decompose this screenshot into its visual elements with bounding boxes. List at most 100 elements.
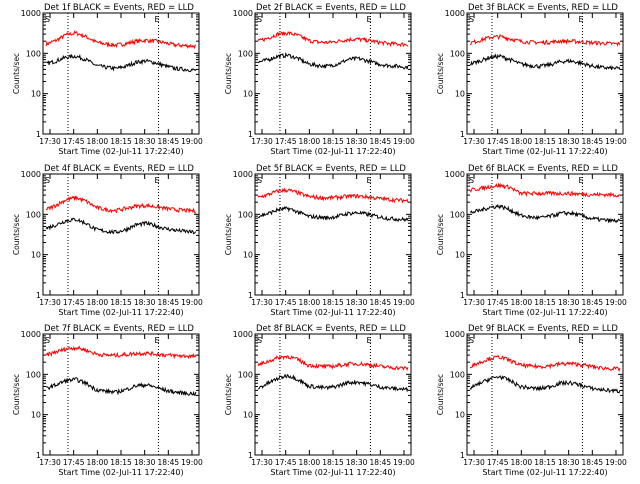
x-axis-label: Start Time (02-Jul-11 17:22:40): [58, 468, 183, 477]
x-tick-label: 18:00: [511, 137, 533, 146]
x-tick-label: 17:30: [251, 137, 273, 146]
y-tick-label: 10: [31, 411, 41, 420]
end-marker-label: E: [578, 15, 583, 24]
start-marker-label: S: [45, 176, 50, 185]
y-axis-label: Counts/sec: [436, 374, 445, 415]
x-tick-label: 17:45: [487, 298, 509, 307]
series-line-events: [257, 206, 409, 223]
y-tick-label: 1000: [445, 9, 465, 18]
chart-title: Det 5f BLACK = Events, RED = LLD: [256, 164, 406, 174]
end-marker-label: E: [366, 336, 371, 345]
series-line-lld: [45, 345, 197, 360]
x-tick-label: 17:30: [251, 458, 273, 467]
x-tick-label: 18:00: [299, 458, 321, 467]
y-tick-label: 1: [248, 291, 253, 300]
y-tick-label: 1000: [445, 330, 465, 339]
x-tick-label: 17:45: [63, 458, 85, 467]
end-marker-label: E: [154, 336, 159, 345]
y-tick-label: 100: [238, 370, 253, 379]
y-tick-label: 10: [31, 90, 41, 99]
chart-panel-8: Det 8f BLACK = Events, RED = LLD S E 1 10 100…: [224, 324, 415, 477]
series-line-events: [45, 217, 197, 235]
x-tick-label: 19:00: [181, 137, 203, 146]
x-tick-label: 17:30: [463, 137, 485, 146]
y-tick-label: 1000: [21, 170, 41, 179]
start-marker-label: S: [45, 15, 50, 24]
y-tick-label: 10: [455, 90, 465, 99]
x-tick-label: 18:45: [370, 298, 392, 307]
y-tick-label: 1000: [21, 9, 41, 18]
x-tick-label: 18:15: [322, 137, 344, 146]
x-tick-label: 17:45: [275, 137, 297, 146]
y-tick-label: 1: [460, 291, 465, 300]
x-tick-label: 17:45: [487, 458, 509, 467]
x-tick-label: 19:00: [181, 298, 203, 307]
x-tick-label: 17:30: [251, 298, 273, 307]
x-tick-label: 18:00: [299, 137, 321, 146]
series-line-events: [257, 51, 409, 70]
x-tick-label: 18:15: [534, 458, 556, 467]
start-marker-label: S: [469, 15, 474, 24]
y-tick-label: 1000: [233, 170, 253, 179]
y-axis-label: Counts/sec: [12, 214, 21, 255]
x-tick-label: 18:00: [511, 458, 533, 467]
x-tick-label: 18:30: [346, 137, 368, 146]
y-tick-label: 1000: [21, 330, 41, 339]
y-axis-label: Counts/sec: [436, 53, 445, 94]
x-tick-label: 18:30: [346, 458, 368, 467]
x-tick-label: 18:15: [322, 298, 344, 307]
chart-panel-6: Det 6f BLACK = Events, RED = LLD S E 1 10 100…: [436, 164, 627, 317]
series-line-events: [257, 373, 409, 393]
plot-frame: [42, 12, 200, 135]
x-tick-label: 18:45: [370, 458, 392, 467]
y-tick-label: 1: [460, 451, 465, 460]
x-tick-label: 18:45: [158, 137, 180, 146]
x-tick-label: 18:15: [110, 137, 132, 146]
end-marker-label: E: [578, 176, 583, 185]
y-tick-label: 100: [26, 370, 41, 379]
x-tick-label: 18:45: [158, 458, 180, 467]
start-marker-label: S: [257, 15, 262, 24]
series-line-events: [469, 375, 621, 394]
plot-frame: [466, 333, 624, 456]
y-tick-label: 10: [243, 411, 253, 420]
end-marker-label: E: [154, 15, 159, 24]
x-tick-label: 17:30: [463, 458, 485, 467]
x-tick-label: 19:00: [605, 137, 627, 146]
x-tick-label: 17:45: [63, 137, 85, 146]
y-tick-label: 1: [36, 291, 41, 300]
chart-title: Det 6f BLACK = Events, RED = LLD: [468, 164, 618, 174]
y-tick-label: 10: [455, 411, 465, 420]
y-tick-label: 10: [31, 251, 41, 260]
x-tick-label: 18:00: [87, 458, 109, 467]
chart-panel-2: Det 2f BLACK = Events, RED = LLD S E 1 10 100…: [224, 3, 415, 156]
chart-panel-4: Det 4f BLACK = Events, RED = LLD S E 1 10 100…: [12, 164, 203, 317]
x-tick-label: 18:15: [110, 298, 132, 307]
x-axis-label: Start Time (02-Jul-11 17:22:40): [270, 468, 395, 477]
x-tick-label: 18:15: [534, 298, 556, 307]
x-tick-label: 19:00: [605, 458, 627, 467]
start-marker-label: S: [257, 336, 262, 345]
x-tick-label: 18:15: [322, 458, 344, 467]
x-tick-label: 17:30: [463, 298, 485, 307]
x-tick-label: 18:30: [134, 458, 156, 467]
x-tick-label: 17:30: [39, 458, 61, 467]
x-tick-label: 18:45: [582, 137, 604, 146]
chart-title: Det 8f BLACK = Events, RED = LLD: [256, 324, 406, 334]
x-tick-label: 18:45: [370, 137, 392, 146]
start-marker-label: S: [257, 176, 262, 185]
y-axis-label: Counts/sec: [436, 214, 445, 255]
y-tick-label: 100: [26, 49, 41, 58]
y-tick-label: 100: [450, 49, 465, 58]
series-line-lld: [45, 195, 197, 214]
x-tick-label: 18:00: [87, 298, 109, 307]
chart-panel-9: Det 9f BLACK = Events, RED = LLD S E 1 10 100…: [436, 324, 627, 477]
plot-frame: [254, 333, 412, 456]
x-tick-label: 17:45: [275, 458, 297, 467]
x-tick-label: 18:15: [110, 458, 132, 467]
chart-title: Det 7f BLACK = Events, RED = LLD: [44, 324, 194, 334]
chart-panel-7: Det 7f BLACK = Events, RED = LLD S E 1 10 100…: [12, 324, 203, 477]
chart-panel-1: Det 1f BLACK = Events, RED = LLD S E 1 10 100…: [12, 3, 203, 156]
end-marker-label: E: [154, 176, 159, 185]
